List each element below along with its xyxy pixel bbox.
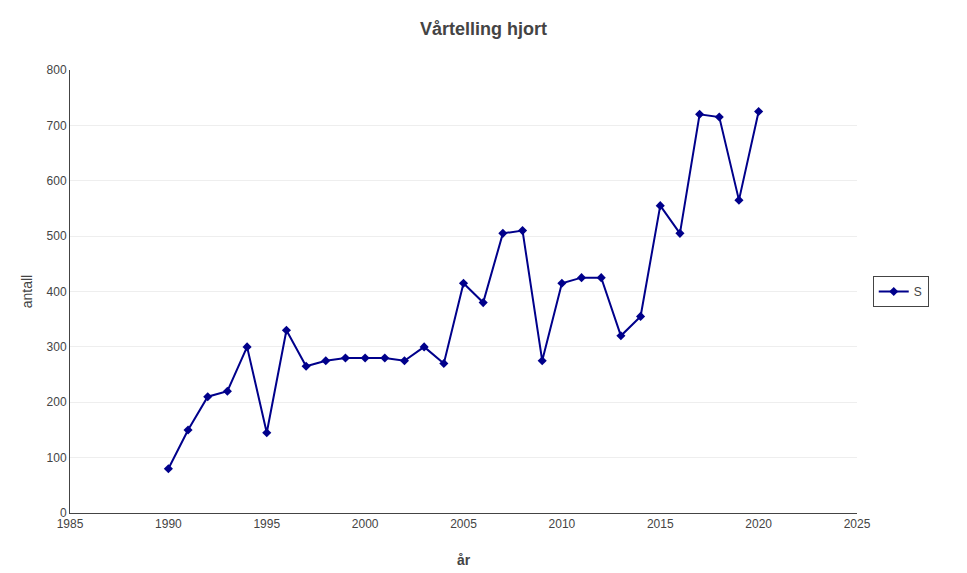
svg-text:300: 300 (47, 340, 67, 354)
svg-text:2025: 2025 (844, 517, 871, 531)
svg-text:0: 0 (60, 506, 67, 520)
svg-text:1995: 1995 (253, 517, 280, 531)
svg-text:200: 200 (47, 395, 67, 409)
svg-text:2010: 2010 (549, 517, 576, 531)
svg-text:S: S (914, 285, 922, 299)
svg-text:2015: 2015 (647, 517, 674, 531)
svg-text:2005: 2005 (450, 517, 477, 531)
svg-text:1985: 1985 (57, 517, 84, 531)
svg-text:år: år (457, 552, 471, 568)
svg-text:2020: 2020 (745, 517, 772, 531)
svg-text:700: 700 (47, 119, 67, 133)
svg-text:Vårtelling hjort: Vårtelling hjort (420, 19, 547, 39)
svg-text:500: 500 (47, 229, 67, 243)
svg-text:600: 600 (47, 174, 67, 188)
svg-text:400: 400 (47, 285, 67, 299)
svg-text:antall: antall (19, 275, 35, 308)
svg-text:100: 100 (47, 451, 67, 465)
svg-text:1990: 1990 (155, 517, 182, 531)
svg-text:2000: 2000 (352, 517, 379, 531)
svg-text:800: 800 (47, 63, 67, 77)
